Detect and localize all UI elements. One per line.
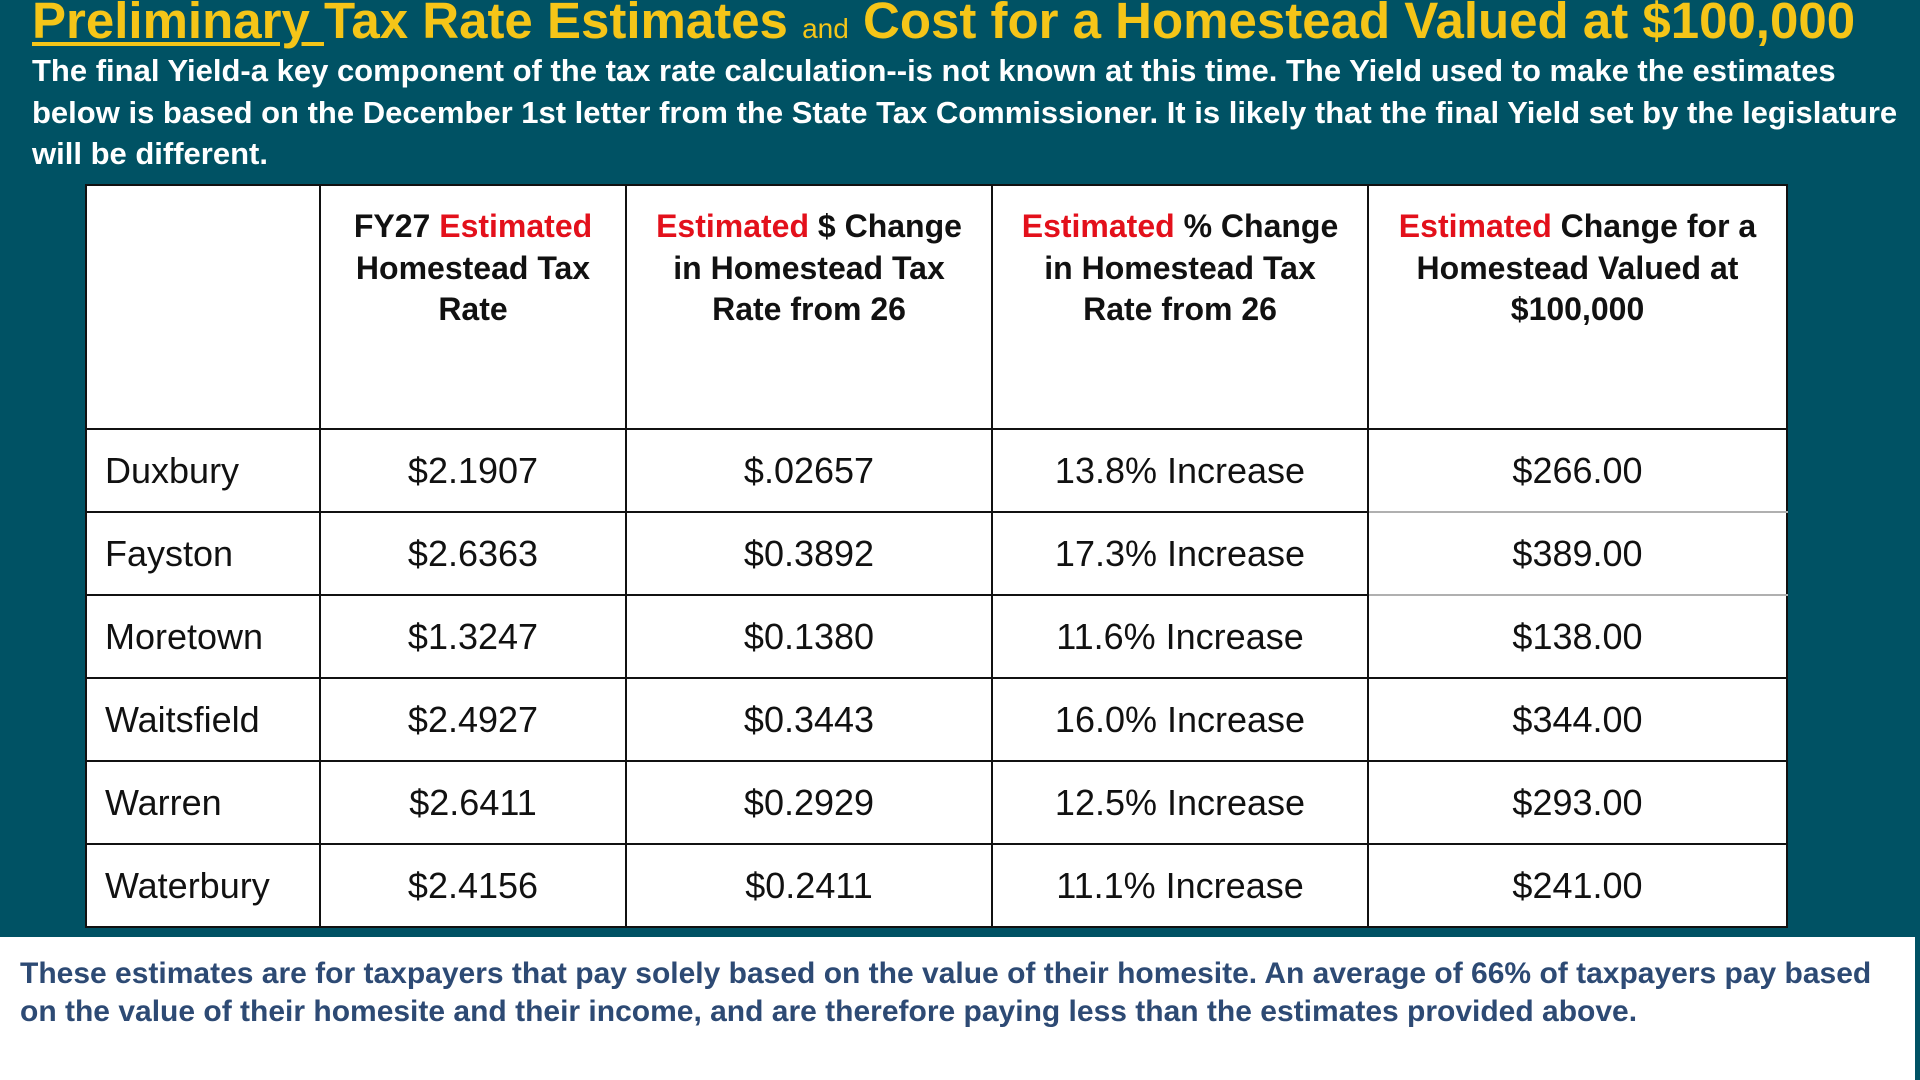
cell-dollar-change: $0.2929	[625, 760, 993, 845]
cell-town: Moretown	[85, 594, 321, 679]
table-row: Warren $2.6411 $0.2929 12.5% Increase $2…	[85, 760, 1788, 845]
cell-rate: $2.6411	[319, 760, 627, 845]
cell-pct-change: 17.3% Increase	[991, 511, 1369, 596]
cell-dollar-change: $0.2411	[625, 843, 993, 928]
page-title: Preliminary Tax Rate Estimates and Cost …	[32, 0, 1855, 60]
title-connector: and	[802, 13, 849, 44]
header-homestead-change: Estimated Change for a Homestead Valued …	[1367, 184, 1788, 430]
cell-dollar-change: $.02657	[625, 428, 993, 513]
cell-town: Duxbury	[85, 428, 321, 513]
header-post: Change for a Homestead Valued at $100,00…	[1416, 208, 1757, 327]
cell-rate: $1.3247	[319, 594, 627, 679]
tax-rate-table: FY27 Estimated Homestead Tax Rate Estima…	[85, 184, 1788, 928]
cell-pct-change: 13.8% Increase	[991, 428, 1369, 513]
cell-dollar-change: $0.1380	[625, 594, 993, 679]
cell-town: Fayston	[85, 511, 321, 596]
header-estimated: Estimated	[1398, 208, 1552, 244]
header-estimated: Estimated	[656, 208, 809, 244]
cell-rate: $2.4927	[319, 677, 627, 762]
header-town	[85, 184, 321, 430]
header-post: Homestead Tax Rate	[355, 249, 591, 328]
table-header-row: FY27 Estimated Homestead Tax Rate Estima…	[85, 184, 1788, 430]
title-tax-rate-estimates: Tax Rate Estimates	[323, 0, 788, 49]
cell-dollar-change: $0.3892	[625, 511, 993, 596]
table-row: Duxbury $2.1907 $.02657 13.8% Increase $…	[85, 428, 1788, 513]
cell-pct-change: 11.6% Increase	[991, 594, 1369, 679]
header-estimated: Estimated	[439, 208, 593, 244]
cell-homestead-change: $344.00	[1367, 677, 1788, 762]
cell-homestead-change: $266.00	[1367, 428, 1788, 513]
cell-pct-change: 12.5% Increase	[991, 760, 1369, 845]
table-row: Waitsfield $2.4927 $0.3443 16.0% Increas…	[85, 677, 1788, 762]
header-post: $ Change in Homestead Tax Rate from 26	[673, 208, 962, 327]
cell-pct-change: 16.0% Increase	[991, 677, 1369, 762]
cell-rate: $2.1907	[319, 428, 627, 513]
cell-homestead-change: $389.00	[1367, 511, 1788, 596]
cell-pct-change: 11.1% Increase	[991, 843, 1369, 928]
table-row: Waterbury $2.4156 $0.2411 11.1% Increase…	[85, 843, 1788, 928]
table-row: Fayston $2.6363 $0.3892 17.3% Increase $…	[85, 511, 1788, 596]
cell-homestead-change: $241.00	[1367, 843, 1788, 928]
cell-rate: $2.6363	[319, 511, 627, 596]
cell-homestead-change: $293.00	[1367, 760, 1788, 845]
footer-note: These estimates are for taxpayers that p…	[20, 957, 1872, 1028]
header-pct-change: Estimated % Change in Homestead Tax Rate…	[991, 184, 1369, 430]
cell-town: Waterbury	[85, 843, 321, 928]
header-estimated: Estimated	[1021, 208, 1175, 244]
title-preliminary: Preliminary	[32, 0, 324, 49]
table-row: Moretown $1.3247 $0.1380 11.6% Increase …	[85, 594, 1788, 679]
cell-rate: $2.4156	[319, 843, 627, 928]
header-post: % Change in Homestead Tax Rate from 26	[1044, 208, 1339, 327]
background-edge	[1915, 937, 1920, 1080]
cell-town: Warren	[85, 760, 321, 845]
header-fy27-rate: FY27 Estimated Homestead Tax Rate	[319, 184, 627, 430]
header-pre: FY27	[353, 208, 440, 244]
cell-dollar-change: $0.3443	[625, 677, 993, 762]
intro-paragraph: The final Yield-a key component of the t…	[32, 53, 1898, 171]
title-cost: Cost for a Homestead Valued at $100,000	[862, 0, 1856, 49]
header-dollar-change: Estimated $ Change in Homestead Tax Rate…	[625, 184, 993, 430]
cell-homestead-change: $138.00	[1367, 594, 1788, 679]
cell-town: Waitsfield	[85, 677, 321, 762]
